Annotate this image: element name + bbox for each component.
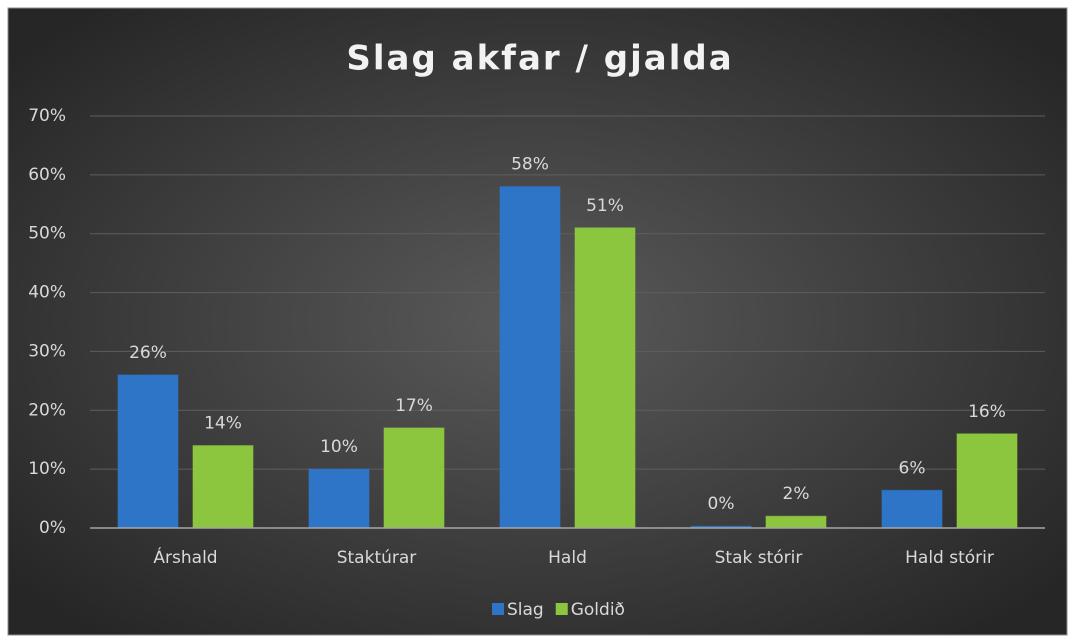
legend-label: Slag — [507, 600, 544, 620]
y-tick-label: 70% — [28, 106, 66, 126]
legend-label: Goldið — [571, 600, 625, 620]
y-tick-label: 0% — [39, 518, 66, 538]
value-label: 26% — [129, 343, 167, 363]
value-label: 10% — [320, 437, 358, 457]
bar — [192, 445, 254, 529]
y-tick-label: 40% — [28, 283, 66, 303]
bar — [574, 227, 636, 529]
y-tick-label: 30% — [28, 341, 66, 361]
value-label: 16% — [968, 402, 1006, 422]
value-label: 51% — [586, 196, 624, 216]
bar — [881, 489, 943, 529]
bar — [383, 427, 445, 529]
value-label: 17% — [395, 396, 433, 416]
x-tick-label: Árshald — [153, 546, 217, 568]
value-label: 2% — [783, 484, 810, 504]
bar — [117, 374, 179, 529]
value-label: 0% — [708, 494, 735, 514]
bar — [765, 515, 827, 529]
value-label: 6% — [899, 458, 926, 478]
bar — [308, 468, 370, 529]
bar — [956, 433, 1018, 529]
y-tick-label: 50% — [28, 224, 66, 244]
legend-swatch — [492, 603, 504, 615]
x-tick-label: Stak stórir — [715, 548, 803, 568]
legend-swatch — [555, 603, 568, 615]
y-tick-label: 20% — [28, 400, 66, 420]
x-tick-label: Hald stórir — [905, 548, 994, 568]
value-label: 58% — [511, 155, 549, 175]
y-tick-label: 10% — [28, 459, 66, 479]
y-tick-label: 60% — [28, 165, 66, 185]
x-tick-label: Staktúrar — [337, 548, 417, 568]
x-tick-label: Hald — [548, 548, 587, 568]
value-label: 14% — [204, 414, 242, 434]
bar — [499, 186, 561, 529]
chart-title: Slag akfar / gjalda — [346, 39, 733, 79]
